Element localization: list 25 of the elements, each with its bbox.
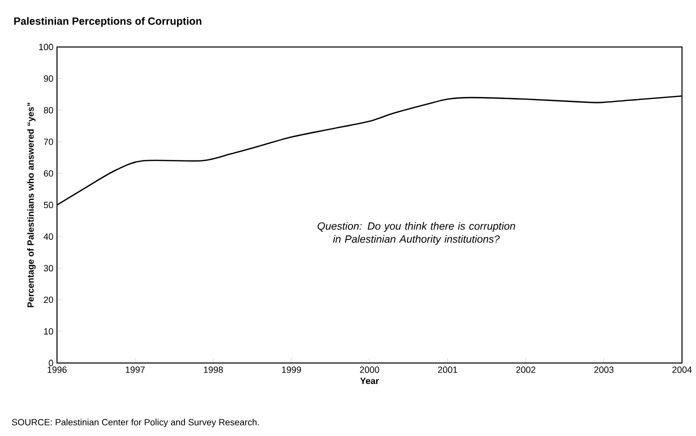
y-tick-label: 50 [44, 202, 54, 208]
x-tick-label: 2003 [594, 366, 614, 373]
y-tick-label: 10 [44, 328, 54, 335]
y-tick-label: 70 [44, 138, 54, 145]
x-tick-label: 1996 [48, 366, 67, 373]
x-axis-title: Year [360, 378, 379, 384]
x-tick-label: 1997 [126, 366, 145, 373]
x-tick-label: 2004 [672, 366, 692, 373]
x-tick-label: 1998 [204, 366, 223, 373]
y-tick-label: 40 [44, 233, 54, 240]
y-axis-title: Percentage of Palestinians who answered “yes” [27, 102, 36, 308]
annotation: Question: Do you think there is corruption in Palestinian Authority institutions? [318, 222, 516, 245]
x-tick-label: 2002 [516, 366, 536, 373]
source-note: SOURCE: Palestinian Center for Policy and Survey Research. [12, 418, 259, 428]
chart-title: Palestinian Perceptions of Corruption [14, 17, 202, 27]
y-tick-label: 30 [44, 265, 54, 272]
y-tick-label: 0 [48, 360, 54, 366]
x-tick-label: 2000 [360, 366, 380, 373]
x-tick-label: 2001 [438, 366, 458, 373]
y-tick-label: 100 [39, 44, 54, 50]
y-tick-label: 60 [44, 170, 54, 177]
y-tick-label: 80 [44, 107, 54, 114]
x-tick-label: 1999 [282, 366, 301, 373]
y-tick-label: 20 [44, 296, 54, 303]
y-tick-label: 90 [44, 75, 54, 82]
